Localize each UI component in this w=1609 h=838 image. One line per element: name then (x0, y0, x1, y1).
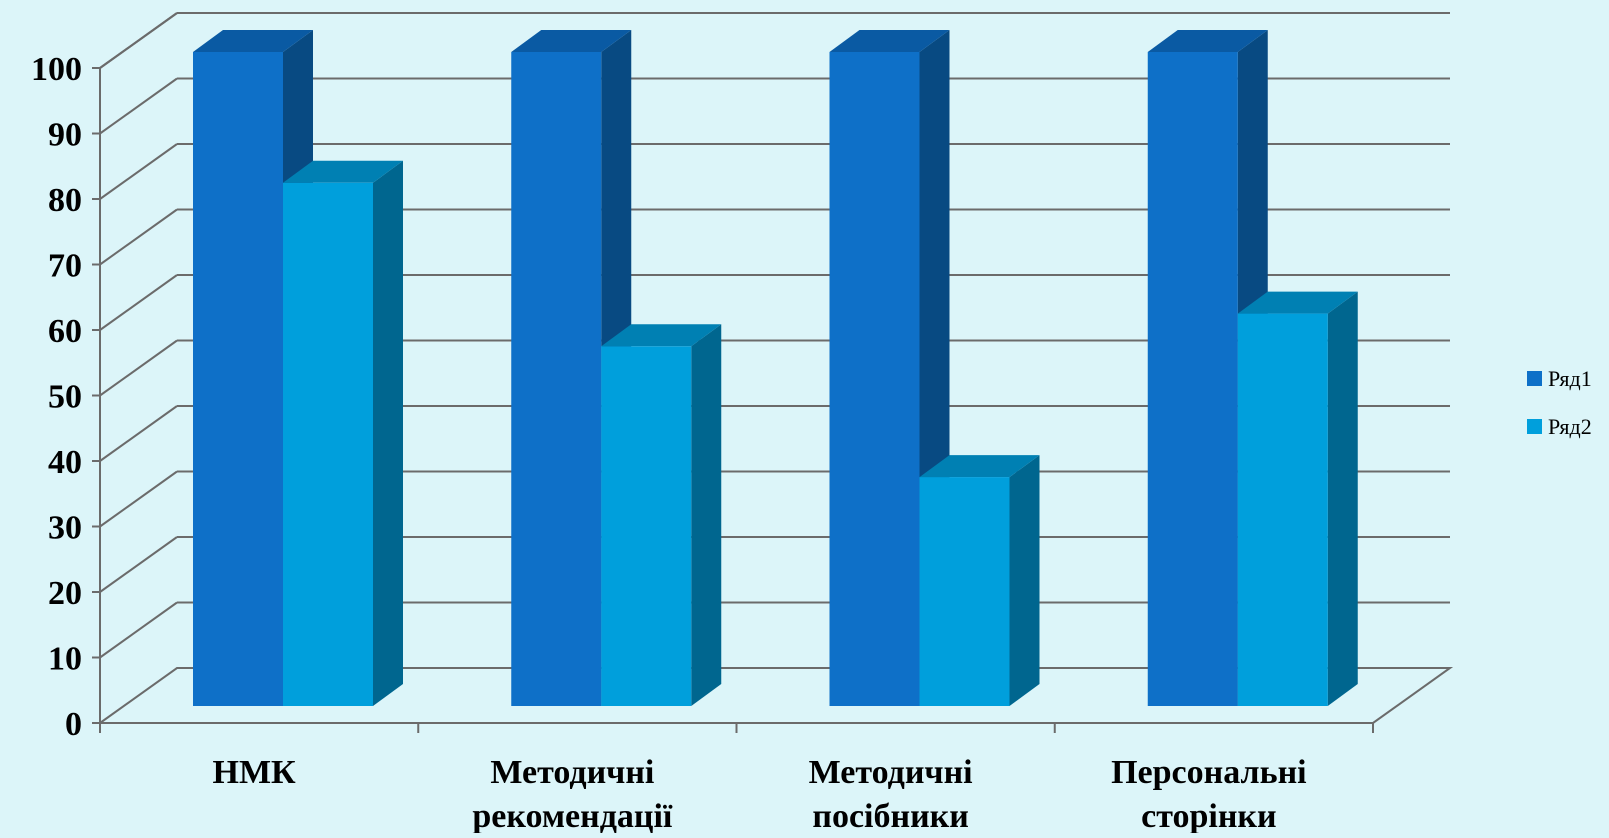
bar-top (511, 30, 632, 52)
x-category-label: посібники (812, 798, 969, 833)
bar-top (829, 30, 950, 52)
x-category-label: сторінки (1141, 798, 1276, 833)
gridline-side (99, 208, 178, 266)
x-category-label: Методичні (809, 754, 973, 791)
bar-top (601, 324, 722, 347)
y-tick-label: 10 (48, 641, 82, 678)
y-tick-label: 30 (48, 510, 82, 547)
bar-front (283, 182, 373, 707)
axis-layer (92, 12, 1454, 733)
x-category-label: рекомендації (472, 798, 673, 833)
bar-side (373, 160, 403, 707)
gridline-side (99, 470, 178, 528)
gridline-side (99, 405, 178, 462)
y-tick-label: 0 (65, 706, 82, 743)
bar-front (601, 346, 692, 706)
y-tick-label: 100 (31, 51, 82, 88)
y-tick-label: 70 (48, 248, 82, 285)
legend-label-0: Ряд1 (1548, 366, 1592, 391)
top-edge-side (99, 12, 178, 69)
bar-front (1147, 52, 1238, 706)
legend-label-1: Ряд2 (1548, 414, 1592, 439)
bar-top (919, 455, 1040, 478)
y-tick-label: 20 (48, 575, 82, 612)
legend: Ряд1 Ряд2 (1527, 366, 1592, 439)
y-tick-label: 80 (48, 182, 82, 219)
bar-top (1147, 30, 1268, 52)
bar-Ряд2-2 (919, 455, 1040, 706)
x-category-label: НМК (213, 754, 297, 791)
x-category-label: Методичні (490, 754, 654, 791)
floor-outline (99, 667, 1454, 724)
bar-front (919, 477, 1010, 706)
bars-layer (193, 30, 1358, 707)
bar-front (1237, 313, 1328, 706)
bar-front (511, 52, 602, 706)
y-tick-label: 50 (48, 379, 82, 416)
bar-front (193, 52, 283, 706)
gridline-side (99, 601, 178, 659)
gridline-side (99, 274, 178, 331)
bar-Ряд2-1 (601, 324, 722, 706)
bar-side (1327, 291, 1358, 706)
gridline-side (99, 536, 178, 593)
legend-swatch-0 (1527, 371, 1542, 386)
bar-top (193, 30, 313, 52)
gridline-side (99, 339, 178, 397)
bar-side (691, 324, 722, 706)
bar-top (283, 160, 403, 183)
x-category-label: Персональні (1111, 754, 1307, 791)
bar-side (1009, 455, 1040, 706)
bar-top (1237, 291, 1358, 314)
y-tick-label: 90 (48, 117, 82, 154)
bar-front (829, 52, 920, 706)
y-tick-labels: 0 10 20 30 40 50 60 70 80 90 100 (31, 51, 82, 743)
gridline-side (99, 77, 178, 135)
bar-Ряд2-3 (1237, 291, 1358, 706)
y-tick-label: 40 (48, 444, 82, 481)
y-tick-label: 60 (48, 313, 82, 350)
legend-swatch-1 (1527, 419, 1542, 434)
gridline-side (99, 143, 178, 200)
x-category-labels: НМК Методичні рекомендації Методичні посібни… (213, 754, 1307, 835)
bar-Ряд2-0 (283, 160, 403, 707)
